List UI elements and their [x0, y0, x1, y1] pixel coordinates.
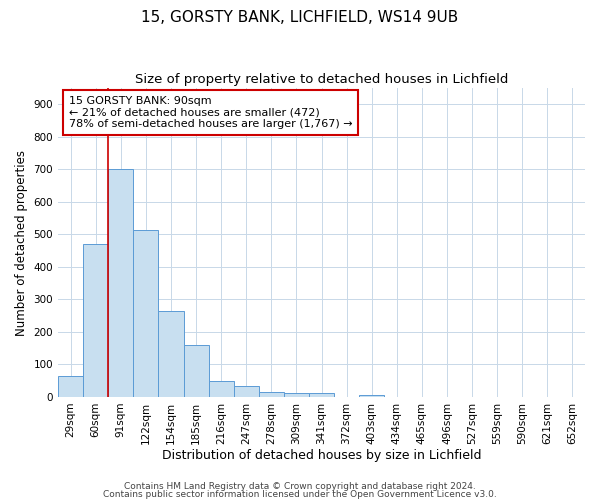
Bar: [233, 386, 259, 397]
Bar: [359, 396, 384, 397]
Bar: [83, 244, 108, 397]
Text: Contains public sector information licensed under the Open Government Licence v3: Contains public sector information licen…: [103, 490, 497, 499]
Text: 15 GORSTY BANK: 90sqm
← 21% of detached houses are smaller (472)
78% of semi-det: 15 GORSTY BANK: 90sqm ← 21% of detached …: [68, 96, 352, 129]
Bar: [209, 382, 233, 397]
Bar: [58, 376, 83, 397]
Title: Size of property relative to detached houses in Lichfield: Size of property relative to detached ho…: [135, 72, 508, 86]
Text: 15, GORSTY BANK, LICHFIELD, WS14 9UB: 15, GORSTY BANK, LICHFIELD, WS14 9UB: [142, 10, 458, 25]
Bar: [133, 230, 158, 397]
Bar: [108, 170, 133, 397]
Bar: [309, 393, 334, 397]
Text: Contains HM Land Registry data © Crown copyright and database right 2024.: Contains HM Land Registry data © Crown c…: [124, 482, 476, 491]
Bar: [184, 345, 209, 397]
Bar: [158, 311, 184, 397]
Bar: [284, 393, 309, 397]
Y-axis label: Number of detached properties: Number of detached properties: [15, 150, 28, 336]
X-axis label: Distribution of detached houses by size in Lichfield: Distribution of detached houses by size …: [162, 450, 481, 462]
Bar: [259, 392, 284, 397]
